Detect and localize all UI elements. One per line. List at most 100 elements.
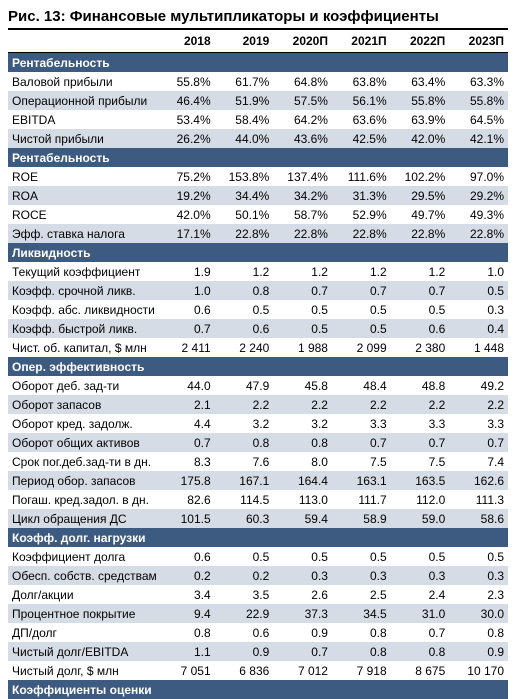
row-label: Операционной прибыли (8, 91, 156, 110)
row-label: Коэфф. срочной ликв. (8, 281, 156, 300)
cell-value: 2.4 (391, 585, 450, 604)
cell-value: 64.2% (273, 110, 332, 129)
cell-value: 1 988 (273, 338, 332, 357)
table-row: Оборот кред. задолж.4.43.23.23.33.33.3 (8, 414, 508, 433)
table-body: РентабельностьВаловой прибыли55.8%61.7%6… (8, 53, 508, 699)
cell-value: 0.8 (332, 623, 391, 642)
section-label: Рентабельность (8, 53, 508, 73)
cell-value: 162.6 (449, 471, 508, 490)
table-row: ДП/долг0.80.60.90.80.70.8 (8, 623, 508, 642)
cell-value: 59.4 (273, 509, 332, 528)
cell-value: 0.5 (215, 547, 274, 566)
cell-value: 163.5 (391, 471, 450, 490)
table-row: Процентное покрытие9.422.937.334.531.030… (8, 604, 508, 623)
row-label: Оборот деб. зад-ти (8, 376, 156, 395)
col-2019: 2019 (215, 30, 274, 53)
cell-value: 0.6 (215, 319, 274, 338)
row-label: Эфф. ставка налога (8, 224, 156, 243)
cell-value: 57.5% (273, 91, 332, 110)
cell-value: 0.7 (332, 433, 391, 452)
cell-value: 75.2% (156, 167, 215, 186)
cell-value: 55.8% (449, 91, 508, 110)
cell-value: 55.8% (156, 72, 215, 91)
cell-value: 2.1 (156, 395, 215, 414)
cell-value: 0.6 (215, 623, 274, 642)
cell-value: 2.6 (273, 585, 332, 604)
cell-value: 3.2 (215, 414, 274, 433)
cell-value: 0.8 (273, 433, 332, 452)
cell-value: 51.9% (215, 91, 274, 110)
section-row: Коэфф. долг. нагрузки (8, 528, 508, 547)
col-2020p: 2020П (273, 30, 332, 53)
table-row: EBITDA53.4%58.4%64.2%63.6%63.9%64.5% (8, 110, 508, 129)
cell-value: 58.7% (273, 205, 332, 224)
table-row: Период обор. запасов175.8167.1164.4163.1… (8, 471, 508, 490)
cell-value: 42.0% (391, 129, 450, 148)
cell-value: 58.6 (449, 509, 508, 528)
section-label: Ликвидность (8, 243, 508, 262)
row-label: Обесп. собств. средствами (8, 566, 156, 585)
table-row: Оборот запасов2.12.22.22.22.22.2 (8, 395, 508, 414)
cell-value: 49.2 (449, 376, 508, 395)
cell-value: 42.1% (449, 129, 508, 148)
cell-value: 2 411 (156, 338, 215, 357)
header-blank (8, 30, 156, 53)
cell-value: 1.1 (156, 642, 215, 661)
cell-value: 0.3 (273, 566, 332, 585)
cell-value: 2.5 (332, 585, 391, 604)
row-label: ROA (8, 186, 156, 205)
cell-value: 1.0 (156, 281, 215, 300)
cell-value: 0.5 (273, 547, 332, 566)
cell-value: 2.2 (273, 395, 332, 414)
cell-value: 113.0 (273, 490, 332, 509)
cell-value: 45.8 (273, 376, 332, 395)
cell-value: 153.8% (215, 167, 274, 186)
row-label: Срок пог.деб.зад-ти в дн. (8, 452, 156, 471)
cell-value: 0.9 (449, 642, 508, 661)
table-row: Валовой прибыли55.8%61.7%64.8%63.8%63.4%… (8, 72, 508, 91)
row-label: EBITDA (8, 110, 156, 129)
cell-value: 0.2 (215, 566, 274, 585)
cell-value: 29.5% (391, 186, 450, 205)
row-label: Долг/акции (8, 585, 156, 604)
table-row: Коэффициент долга0.60.50.50.50.50.5 (8, 547, 508, 566)
table-row: Чистый долг, $ млн7 0516 8367 0127 9188 … (8, 661, 508, 680)
cell-value: 0.3 (391, 566, 450, 585)
cell-value: 22.8% (391, 224, 450, 243)
cell-value: 7 051 (156, 661, 215, 680)
cell-value: 50.1% (215, 205, 274, 224)
table-row: Оборот общих активов0.70.80.80.70.70.7 (8, 433, 508, 452)
table-row: Погаш. кред.задол. в дн.82.6114.5113.011… (8, 490, 508, 509)
cell-value: 0.2 (156, 566, 215, 585)
table-row: Эфф. ставка налога17.1%22.8%22.8%22.8%22… (8, 224, 508, 243)
row-label: Чистый долг/EBITDA (8, 642, 156, 661)
cell-value: 8 675 (391, 661, 450, 680)
cell-value: 34.4% (215, 186, 274, 205)
table-row: Цикл обращения ДС101.560.359.458.959.058… (8, 509, 508, 528)
col-2022p: 2022П (391, 30, 450, 53)
cell-value: 3.2 (273, 414, 332, 433)
cell-value: 7.5 (332, 452, 391, 471)
cell-value: 102.2% (391, 167, 450, 186)
cell-value: 63.8% (332, 72, 391, 91)
cell-value: 22.8% (449, 224, 508, 243)
cell-value: 112.0 (391, 490, 450, 509)
cell-value: 55.8% (391, 91, 450, 110)
cell-value: 63.3% (449, 72, 508, 91)
cell-value: 163.1 (332, 471, 391, 490)
cell-value: 58.9 (332, 509, 391, 528)
cell-value: 43.6% (273, 129, 332, 148)
cell-value: 1.2 (215, 262, 274, 281)
cell-value: 0.5 (391, 547, 450, 566)
section-label: Коэфф. долг. нагрузки (8, 528, 508, 547)
cell-value: 1.2 (273, 262, 332, 281)
cell-value: 63.6% (332, 110, 391, 129)
cell-value: 0.9 (215, 642, 274, 661)
section-label: Опер. эффективность (8, 357, 508, 376)
cell-value: 3.3 (449, 414, 508, 433)
cell-value: 0.7 (391, 281, 450, 300)
cell-value: 31.3% (332, 186, 391, 205)
row-label: Чистый долг, $ млн (8, 661, 156, 680)
cell-value: 0.8 (391, 642, 450, 661)
cell-value: 0.5 (215, 300, 274, 319)
